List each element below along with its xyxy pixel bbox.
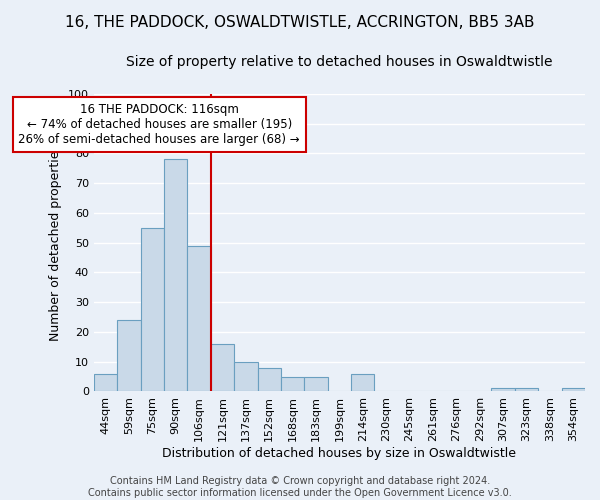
X-axis label: Distribution of detached houses by size in Oswaldtwistle: Distribution of detached houses by size … xyxy=(163,447,517,460)
Bar xyxy=(351,374,374,392)
Bar xyxy=(164,160,187,392)
Bar xyxy=(257,368,281,392)
Bar xyxy=(117,320,140,392)
Bar xyxy=(234,362,257,392)
Bar xyxy=(140,228,164,392)
Bar xyxy=(562,388,585,392)
Text: 16, THE PADDOCK, OSWALDTWISTLE, ACCRINGTON, BB5 3AB: 16, THE PADDOCK, OSWALDTWISTLE, ACCRINGT… xyxy=(65,15,535,30)
Text: 16 THE PADDOCK: 116sqm
← 74% of detached houses are smaller (195)
26% of semi-de: 16 THE PADDOCK: 116sqm ← 74% of detached… xyxy=(19,102,300,146)
Bar xyxy=(94,374,117,392)
Y-axis label: Number of detached properties: Number of detached properties xyxy=(49,144,62,341)
Bar xyxy=(211,344,234,392)
Text: Contains HM Land Registry data © Crown copyright and database right 2024.
Contai: Contains HM Land Registry data © Crown c… xyxy=(88,476,512,498)
Bar xyxy=(187,246,211,392)
Bar xyxy=(515,388,538,392)
Bar xyxy=(491,388,515,392)
Bar xyxy=(281,376,304,392)
Title: Size of property relative to detached houses in Oswaldtwistle: Size of property relative to detached ho… xyxy=(126,55,553,69)
Bar xyxy=(304,376,328,392)
